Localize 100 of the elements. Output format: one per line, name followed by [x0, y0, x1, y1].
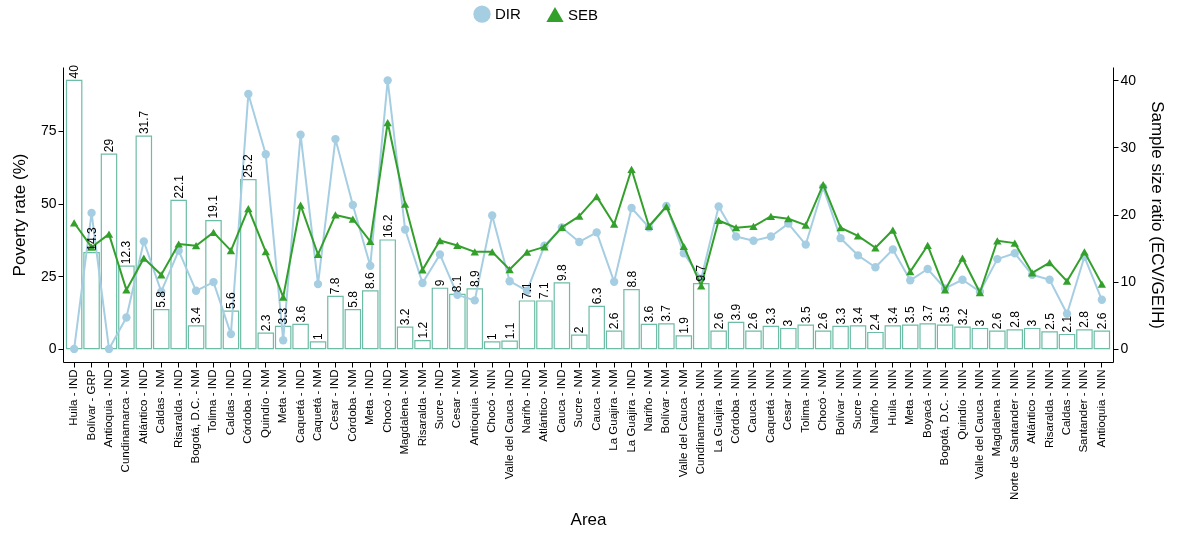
- x-tick-label: Antioquia - NIN: [1094, 369, 1107, 448]
- y-tick-label: 75: [40, 122, 57, 139]
- data-label: 3.3: [763, 307, 778, 325]
- point: [836, 224, 845, 232]
- data-label: 22.1: [171, 174, 186, 199]
- point: [244, 204, 253, 213]
- data-label: 29: [101, 138, 116, 153]
- point: [435, 236, 445, 245]
- data-label: 3.7: [659, 304, 674, 322]
- data-label: 3.3: [276, 307, 291, 325]
- data-label: 8.8: [624, 270, 639, 288]
- point: [731, 232, 741, 241]
- point: [488, 211, 497, 220]
- x-tick-label: Boyacá - NIN: [920, 369, 933, 438]
- data-label: 2.6: [711, 312, 726, 330]
- legend-label: DIR: [495, 5, 521, 23]
- y-tick-label: 50: [40, 195, 57, 212]
- point: [174, 240, 183, 248]
- x-tick-label: Atlántico - IND: [136, 369, 149, 444]
- point: [1045, 275, 1054, 284]
- data-label: 7.8: [328, 277, 343, 295]
- data-label: 2: [572, 326, 587, 334]
- x-tick-label: Nariño - NM: [641, 369, 654, 432]
- data-label: 2.6: [816, 312, 831, 330]
- x-tick-label: Caquetá - NIN: [763, 369, 776, 444]
- point: [1010, 239, 1019, 247]
- point: [784, 215, 793, 223]
- x-tick-label: Valle del Cauca - IND: [502, 369, 515, 480]
- point: [453, 241, 462, 250]
- point: [69, 219, 79, 227]
- data-label: 1.9: [676, 316, 691, 334]
- x-tick-label: Huila - IND: [67, 369, 80, 426]
- point: [592, 228, 601, 237]
- data-label: 3.5: [798, 306, 813, 324]
- data-label: 3.7: [920, 304, 935, 322]
- x-tick-label: Cauca - NIN: [746, 369, 759, 433]
- x-tick-label: Cundinamarca - NM: [119, 369, 132, 473]
- point: [313, 279, 323, 289]
- x-tick-label: Cesar - IND: [328, 369, 341, 431]
- point: [714, 202, 723, 211]
- x-tick-label: Cundinamarca - NIN: [694, 369, 707, 475]
- point: [627, 203, 636, 213]
- point: [139, 254, 149, 262]
- data-label: 9.7: [694, 264, 709, 282]
- point: [801, 221, 810, 229]
- x-tick-label: Bolívar - NM: [659, 369, 672, 434]
- point: [1097, 295, 1107, 304]
- data-label: 5.8: [345, 290, 360, 308]
- point: [1010, 249, 1019, 258]
- point: [191, 242, 201, 250]
- x-tick-label: Chocó - NIN: [485, 369, 498, 433]
- data-label: 6.3: [589, 287, 604, 305]
- point: [418, 278, 427, 288]
- data-label: 3.2: [398, 308, 413, 326]
- data-label: 2.6: [746, 312, 761, 330]
- point: [348, 215, 358, 223]
- point: [993, 254, 1002, 264]
- x-tick-label: La Guajira - NIN: [711, 369, 724, 453]
- data-label: 1: [311, 332, 326, 340]
- point: [801, 240, 810, 249]
- point: [836, 234, 845, 243]
- x-tick-label: Sucre - NM: [572, 369, 585, 428]
- point: [157, 271, 166, 279]
- point: [1045, 258, 1054, 267]
- x-tick-label: La Guajira - NM: [607, 369, 620, 451]
- point: [906, 276, 915, 285]
- y2-tick-label: 10: [1120, 273, 1137, 290]
- x-tick-label: Córdoba - NM: [345, 369, 358, 442]
- x-axis-title: Area: [570, 509, 607, 529]
- x-tick-label: Caldas - NIN: [1060, 369, 1073, 436]
- data-label: 2.4: [868, 313, 883, 331]
- point: [139, 237, 149, 246]
- data-label: 3.3: [833, 307, 848, 325]
- data-label: 5.6: [223, 292, 238, 310]
- x-tick-label: Antioquia - NM: [467, 369, 480, 446]
- x-tick-label: Córdoba - IND: [241, 369, 254, 444]
- point: [888, 226, 898, 234]
- data-label: 2.8: [1007, 310, 1022, 328]
- point: [679, 242, 688, 250]
- point: [296, 130, 305, 139]
- data-label: 3: [781, 319, 796, 327]
- point: [505, 265, 514, 274]
- x-tick-label: Cauca - NM: [589, 369, 602, 431]
- point: [331, 211, 340, 219]
- data-label: 8.1: [450, 275, 465, 293]
- data-label: 16.2: [380, 214, 395, 238]
- point: [714, 216, 723, 225]
- x-tick-label: Caquetá - IND: [293, 369, 306, 444]
- data-label: 2.3: [258, 314, 273, 332]
- data-label: 1.2: [415, 321, 430, 339]
- x-tick-label: Santander - NIN: [1077, 369, 1090, 453]
- x-tick-label: Bolívar - NIN: [833, 369, 846, 436]
- point: [313, 250, 323, 259]
- data-label: 3.6: [641, 305, 656, 323]
- x-tick-label: Risaralda - NIN: [1042, 369, 1055, 449]
- data-label: 12.3: [119, 240, 134, 265]
- x-tick-label: Atlántico - NM: [537, 369, 550, 442]
- data-label: 2.6: [607, 312, 622, 330]
- point: [366, 237, 375, 246]
- point: [766, 232, 776, 241]
